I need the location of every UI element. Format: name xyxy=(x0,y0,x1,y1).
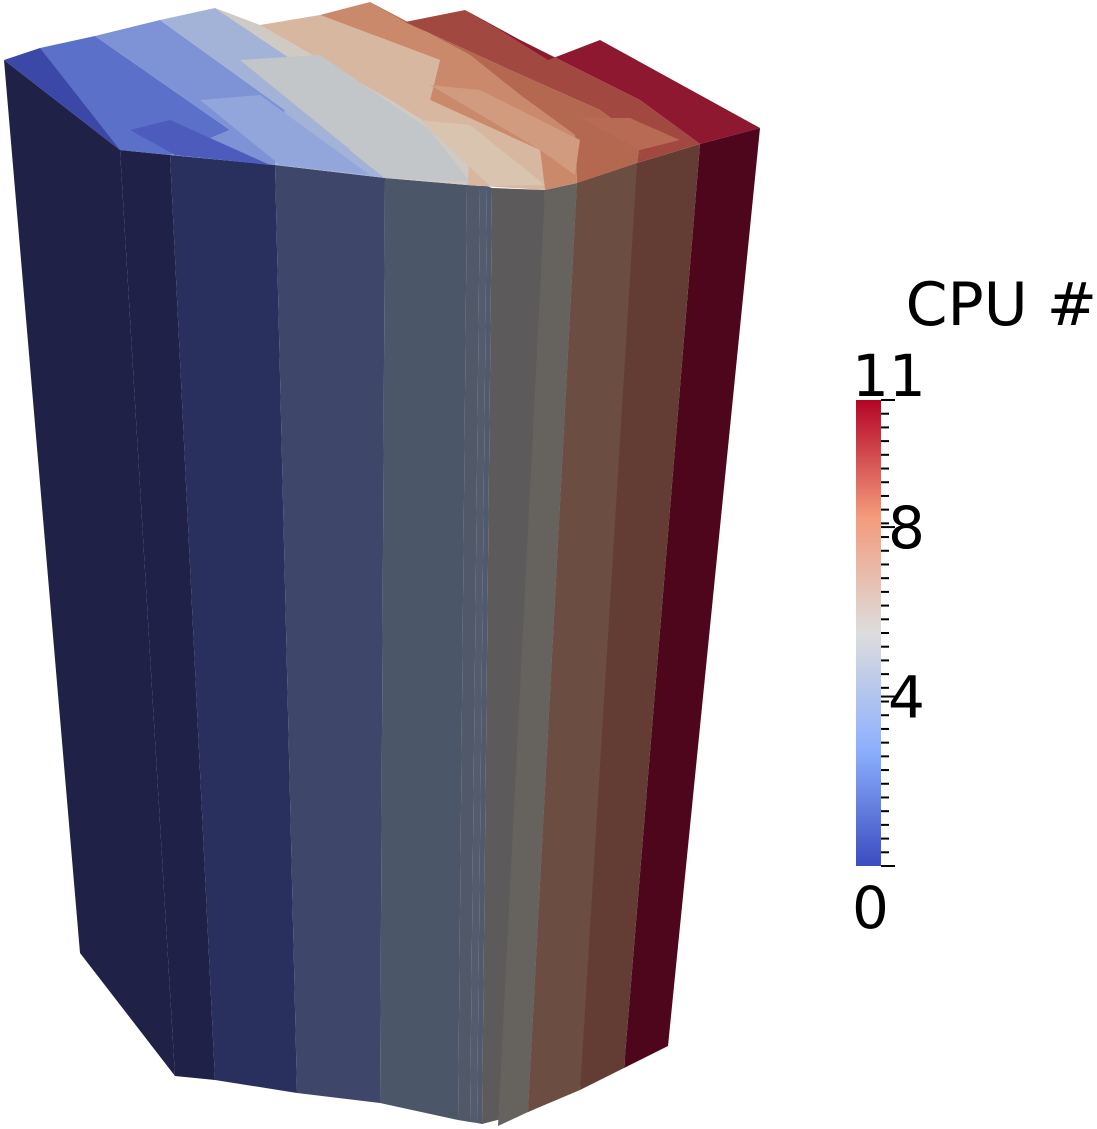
top-patch xyxy=(430,85,580,175)
front-face-strips xyxy=(120,144,700,1126)
top-patch xyxy=(200,95,370,175)
top-patch xyxy=(240,55,470,182)
partitioned-prism xyxy=(4,2,760,1126)
colorbar: CPU # 11 8 4 0 xyxy=(852,270,1097,942)
colorbar-tick-label: 8 xyxy=(888,494,925,562)
top-patch xyxy=(420,120,545,186)
colorbar-tick-label: 0 xyxy=(852,874,889,942)
colorbar-tick-labels: 11 8 4 0 xyxy=(852,342,926,942)
colorbar-minor-ticks xyxy=(881,399,889,867)
colorbar-tick-label: 11 xyxy=(852,342,926,410)
top-face-regions xyxy=(4,2,760,190)
colorbar-title: CPU # xyxy=(906,270,1097,340)
left-face xyxy=(4,60,175,1076)
colorbar-tick-label: 4 xyxy=(888,664,925,732)
colorbar-ramp xyxy=(856,400,881,866)
top-patch xyxy=(130,120,270,165)
right-face xyxy=(624,128,760,1068)
top-patch xyxy=(580,118,680,150)
